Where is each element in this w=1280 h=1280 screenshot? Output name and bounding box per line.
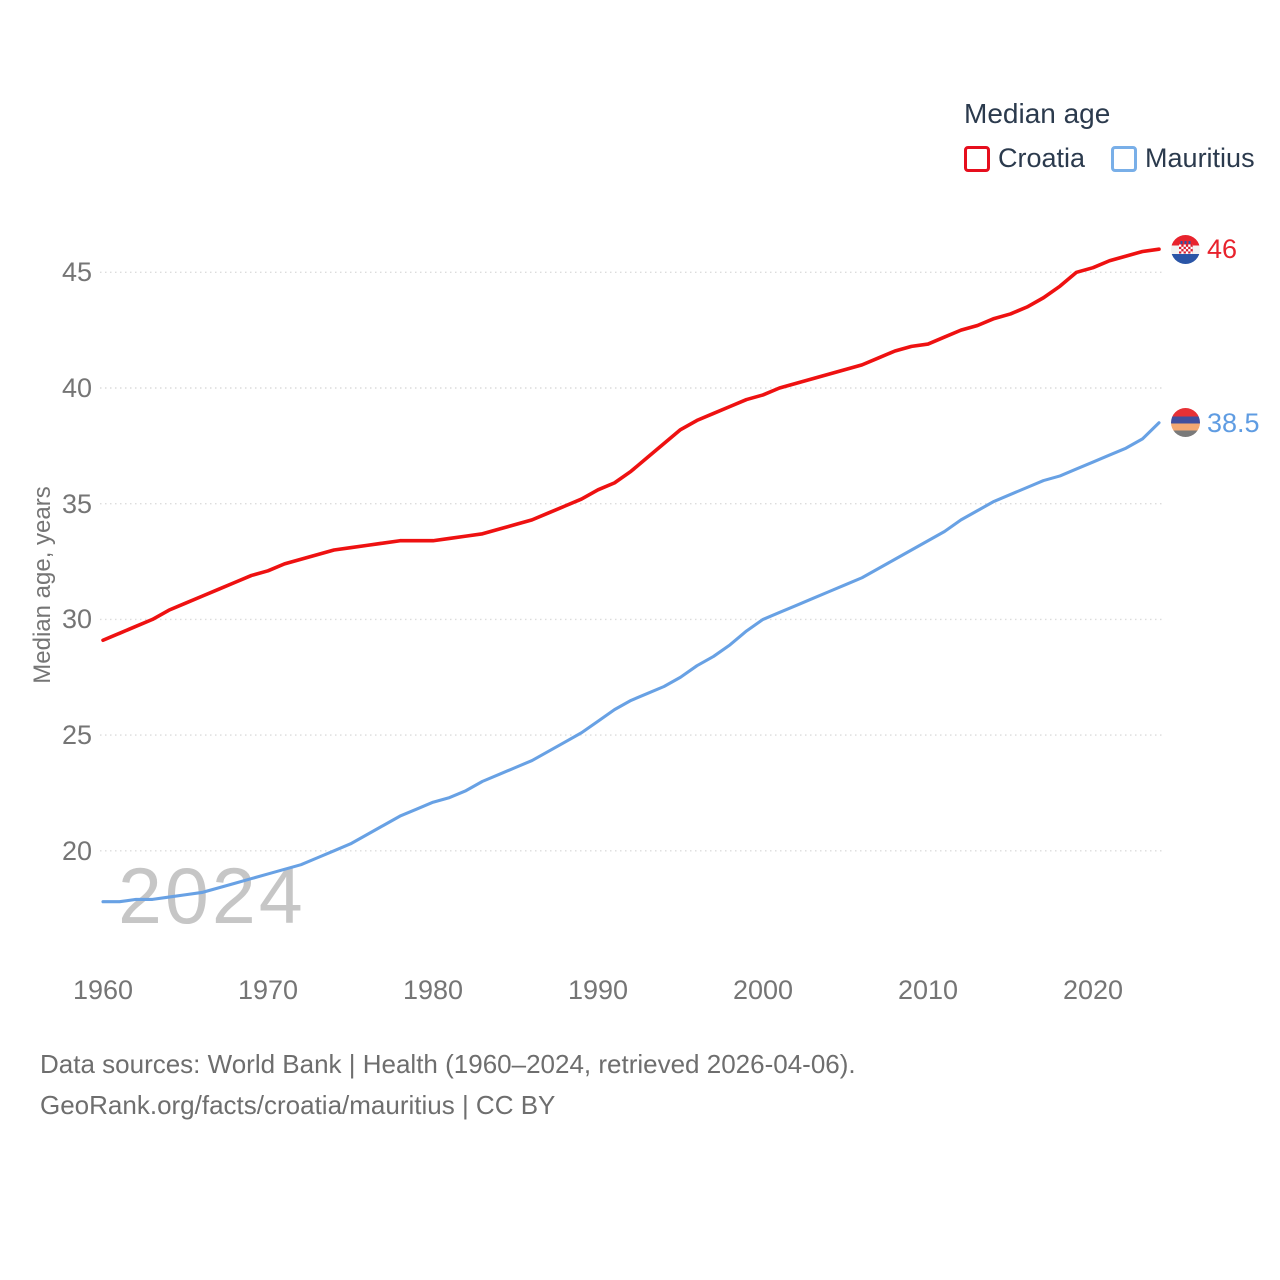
mauritius-flag-icon [1171,408,1200,438]
x-tick-label-1990: 1990 [567,975,629,1005]
legend-items: Croatia Mauritius [964,143,1255,174]
x-tick-label-2010: 2010 [897,975,959,1005]
croatia-end-label: 46 [1171,234,1237,264]
x-tick-label-1980: 1980 [402,975,464,1005]
footer-sources: Data sources: World Bank | Health (1960–… [40,1049,856,1079]
y-tick-label-35: 35 [61,488,92,519]
y-tick-label-40: 40 [61,373,92,403]
mauritius-swatch-icon [1111,145,1138,172]
mauritius-line[interactable] [101,421,1161,904]
footer: Data sources: World Bank | Health (1960–… [40,1044,856,1126]
legend-title: Median age [964,98,1111,129]
legend-label-croatia: Croatia [998,143,1086,173]
y-tick-label-25: 25 [61,720,92,751]
y-tick-label-30: 30 [61,604,92,635]
x-tick-label-1960: 1960 [72,975,134,1005]
croatia-end-value: 46 [1207,234,1238,265]
x-tick-label-2000: 2000 [732,975,794,1005]
footer-attribution: GeoRank.org/facts/croatia/mauritius | CC… [40,1090,556,1120]
y-tick-label-45: 45 [61,257,92,288]
mauritius-end-value: 38.5 [1207,407,1260,438]
croatia-checker-detail [1178,244,1193,254]
legend-label-mauritius: Mauritius [1145,143,1255,173]
x-tick-label-2020: 2020 [1062,975,1124,1005]
y-tick-label-20: 20 [61,835,92,866]
croatia-crown-detail [1180,240,1191,244]
x-tick-label-1970: 1970 [237,975,299,1005]
mauritius-end-label: 38.5 [1171,408,1260,438]
legend-item-croatia[interactable]: Croatia [964,143,1085,174]
legend-item-mauritius[interactable]: Mauritius [1111,143,1255,174]
legend: Median age Croatia Mauritius [964,98,1255,174]
croatia-swatch-icon [964,145,990,172]
croatia-flag-icon [1171,234,1200,264]
croatia-line[interactable] [101,247,1161,643]
watermark-year: 2024 [118,851,306,940]
